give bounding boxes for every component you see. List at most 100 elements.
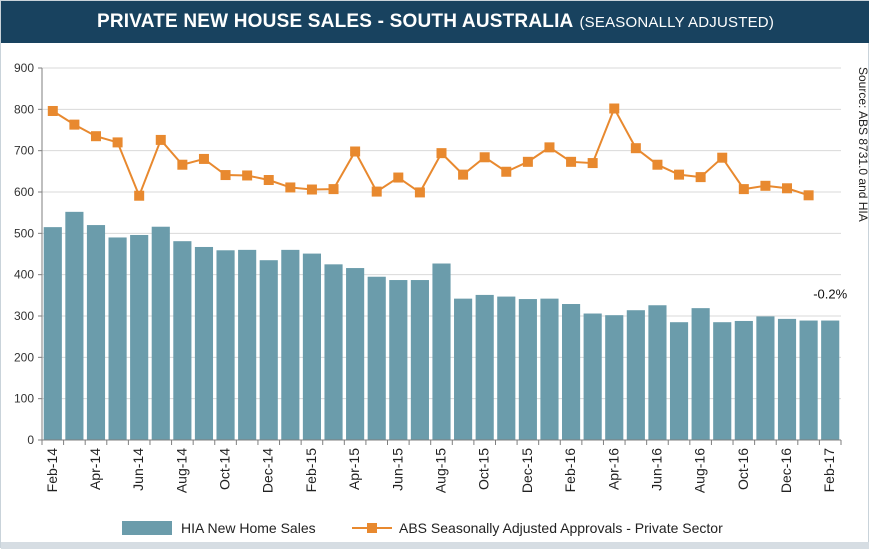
bar-hia-new-home-sales xyxy=(561,304,581,440)
x-tick-label: Aug-16 xyxy=(692,448,708,493)
bar-hia-new-home-sales xyxy=(777,318,797,440)
bar-hia-new-home-sales xyxy=(324,264,343,440)
marker-abs-approvals xyxy=(717,152,728,163)
annotation-change: -0.2% xyxy=(813,287,847,302)
x-tick-label: Feb-16 xyxy=(562,448,578,493)
marker-abs-approvals xyxy=(328,184,339,195)
bar-hia-new-home-sales xyxy=(302,253,322,440)
bar-hia-new-home-sales xyxy=(216,250,235,440)
bar-hia-new-home-sales xyxy=(583,313,602,440)
bar-hia-new-home-sales xyxy=(648,305,667,440)
chart-subtitle: (SEASONALLY ADJUSTED) xyxy=(579,13,775,31)
x-tick-label: Oct-15 xyxy=(476,448,492,490)
bar-hia-new-home-sales xyxy=(691,308,710,440)
x-tick-label: Oct-16 xyxy=(735,448,751,490)
source-label: Source: ABS 8731.0 and HIA xyxy=(856,67,869,222)
legend-label-abs: ABS Seasonally Adjusted Approvals - Priv… xyxy=(399,520,723,536)
x-tick-label: Dec-15 xyxy=(519,448,535,493)
bar-hia-new-home-sales xyxy=(259,260,278,440)
marker-abs-approvals xyxy=(177,159,188,170)
bar-hia-new-home-sales xyxy=(238,249,257,440)
marker-abs-approvals xyxy=(674,169,685,180)
marker-abs-approvals xyxy=(782,183,793,194)
legend-label-hia: HIA New Home Sales xyxy=(181,520,316,536)
marker-abs-approvals xyxy=(306,184,317,195)
marker-abs-approvals xyxy=(695,172,706,183)
marker-abs-approvals xyxy=(134,190,145,201)
x-tick-label: Dec-14 xyxy=(260,448,276,493)
x-tick-label: Apr-14 xyxy=(87,448,103,490)
marker-abs-approvals xyxy=(69,119,80,130)
x-tick-label: Apr-16 xyxy=(605,448,621,490)
marker-abs-approvals xyxy=(501,166,512,177)
marker-abs-approvals xyxy=(350,146,361,157)
marker-abs-approvals xyxy=(155,134,166,145)
marker-abs-approvals xyxy=(285,182,296,193)
y-tick-label: 900 xyxy=(14,61,34,75)
x-tick-label: Aug-15 xyxy=(433,448,449,493)
marker-abs-approvals xyxy=(522,156,533,167)
chart-title: PRIVATE NEW HOUSE SALES - SOUTH AUSTRALI… xyxy=(96,11,574,32)
x-tick-label: Feb-14 xyxy=(44,448,60,493)
bar-hia-new-home-sales xyxy=(432,263,451,440)
bar-hia-new-home-sales xyxy=(540,298,559,440)
bar-hia-new-home-sales xyxy=(151,226,170,440)
bar-hia-new-home-sales xyxy=(130,234,149,440)
marker-abs-approvals xyxy=(587,158,598,169)
x-tick-label: Jun-14 xyxy=(130,448,146,491)
marker-abs-approvals xyxy=(803,190,814,201)
bar-hia-new-home-sales xyxy=(799,320,818,440)
bar-hia-new-home-sales xyxy=(734,320,753,440)
bar-hia-new-home-sales xyxy=(194,246,214,440)
bar-hia-new-home-sales xyxy=(454,298,473,440)
line-abs-approvals xyxy=(52,106,809,199)
y-tick-label: 200 xyxy=(14,350,34,364)
legend-swatch-bar xyxy=(122,521,172,535)
bar-hia-new-home-sales xyxy=(86,225,106,440)
y-tick-label: 600 xyxy=(14,185,34,199)
marker-abs-approvals xyxy=(566,156,577,167)
x-tick-label: Jun-15 xyxy=(389,448,405,491)
bar-hia-new-home-sales xyxy=(389,280,408,440)
bar-hia-new-home-sales xyxy=(410,280,429,440)
y-tick-label: 700 xyxy=(14,144,34,158)
y-tick-label: 500 xyxy=(14,226,34,240)
marker-abs-approvals xyxy=(371,186,382,197)
bar-hia-new-home-sales xyxy=(605,315,624,440)
marker-abs-approvals xyxy=(652,159,663,170)
legend-swatch-marker xyxy=(367,523,377,533)
bottom-strip xyxy=(1,542,869,549)
bar-hia-new-home-sales xyxy=(108,237,127,440)
bar-hia-new-home-sales xyxy=(713,322,732,440)
bar-hia-new-home-sales xyxy=(497,296,516,440)
y-tick-label: 300 xyxy=(14,309,34,323)
bar-hia-new-home-sales xyxy=(281,249,300,440)
bar-hia-new-home-sales xyxy=(475,294,494,440)
marker-abs-approvals xyxy=(738,184,749,195)
x-tick-label: Apr-15 xyxy=(346,448,362,490)
marker-abs-approvals xyxy=(544,142,555,153)
marker-abs-approvals xyxy=(220,170,231,181)
bar-hia-new-home-sales xyxy=(669,322,689,440)
marker-abs-approvals xyxy=(393,172,404,183)
bar-hia-new-home-sales xyxy=(43,227,62,440)
y-tick-label: 0 xyxy=(27,433,34,447)
marker-abs-approvals xyxy=(112,137,123,148)
y-tick-label: 100 xyxy=(14,392,34,406)
y-tick-label: 400 xyxy=(14,268,34,282)
bar-hia-new-home-sales xyxy=(821,320,840,440)
marker-abs-approvals xyxy=(458,169,469,180)
marker-abs-approvals xyxy=(242,170,253,181)
marker-abs-approvals xyxy=(609,103,620,114)
bar-hia-new-home-sales xyxy=(756,316,775,440)
marker-abs-approvals xyxy=(263,175,274,186)
marker-abs-approvals xyxy=(630,143,641,154)
marker-abs-approvals xyxy=(414,187,425,198)
marker-abs-approvals xyxy=(760,180,771,191)
y-tick-label: 800 xyxy=(14,102,34,116)
chart-title-bar: PRIVATE NEW HOUSE SALES - SOUTH AUSTRALI… xyxy=(1,1,869,43)
x-tick-label: Aug-14 xyxy=(173,448,189,493)
bar-hia-new-home-sales xyxy=(367,276,386,440)
